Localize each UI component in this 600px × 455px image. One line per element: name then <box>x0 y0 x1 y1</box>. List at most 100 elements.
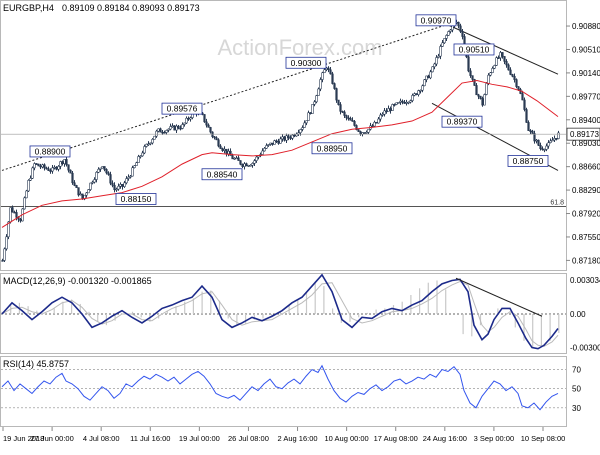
level-label-box <box>415 14 457 27</box>
level-label-box <box>29 145 71 158</box>
candle-body <box>265 145 268 149</box>
candle-body <box>491 68 494 74</box>
candle-body <box>397 102 400 104</box>
candle-body <box>145 143 148 147</box>
candle-body <box>531 130 534 134</box>
candle-body <box>47 168 50 171</box>
candle-body <box>343 111 346 116</box>
candle-body <box>139 155 142 158</box>
candle-body <box>25 190 28 199</box>
candle-body <box>181 124 184 129</box>
candle-body <box>353 121 356 126</box>
candle-body <box>391 104 394 111</box>
time-tick-label: 10 Sep 08:00 <box>521 434 566 443</box>
candle-body <box>377 118 380 124</box>
rsi-axis: 70 50 30 <box>1 366 581 413</box>
price-tick-label: 0.88290 <box>572 186 600 195</box>
candle-body <box>525 109 528 123</box>
candle-body <box>435 57 438 65</box>
candle-body <box>419 89 422 92</box>
level-label-text: 0.88950 <box>317 143 348 153</box>
candle-body <box>109 174 112 184</box>
candle-body <box>105 169 108 174</box>
candle-body <box>11 207 14 213</box>
candle-body <box>299 129 302 133</box>
price-tick-label: 0.89770 <box>572 92 600 101</box>
candle-body <box>247 165 250 167</box>
candle-body <box>301 127 304 130</box>
candle-body <box>539 145 542 150</box>
price-tick-label: 0.87550 <box>572 233 600 242</box>
candle-body <box>371 125 374 128</box>
macd-tick-label: 0.00 <box>570 310 586 319</box>
candle-body <box>405 102 408 104</box>
candle-body <box>431 66 434 73</box>
candle-body <box>439 46 442 57</box>
level-label-text: 0.88150 <box>121 194 152 204</box>
candle-body <box>205 121 208 126</box>
fib-label: 61.8 <box>550 200 564 207</box>
candle-body <box>313 101 316 105</box>
candle-body <box>65 159 68 166</box>
candle-body <box>235 157 238 160</box>
price-panel-frame <box>0 0 567 271</box>
candle-body <box>409 100 412 103</box>
candle-body <box>317 88 320 96</box>
candle-body <box>407 101 410 104</box>
candle-body <box>249 164 252 167</box>
candle-body <box>137 156 140 163</box>
candle-body <box>49 170 52 172</box>
rsi-tick-label: 50 <box>572 385 581 394</box>
candle-body <box>253 160 256 164</box>
candle-body <box>321 72 324 80</box>
candle-body <box>287 135 290 138</box>
candle-body <box>499 52 502 59</box>
candle-body <box>31 167 34 179</box>
time-tick-label: 3 Sep 00:00 <box>474 434 514 443</box>
candle-body <box>77 187 80 196</box>
candle-body <box>13 211 16 214</box>
candle-body <box>441 42 444 47</box>
price-tick-label: 0.90510 <box>572 45 600 54</box>
rsi-line <box>1 364 559 411</box>
candle-body <box>537 139 540 146</box>
rsi-layer <box>1 364 559 411</box>
candle-body <box>35 163 38 165</box>
candle-body <box>37 163 40 167</box>
candle-body <box>389 108 392 111</box>
candle-body <box>241 163 244 167</box>
candle-body <box>43 164 46 169</box>
macd-panel-frame <box>0 273 567 354</box>
candle-body <box>477 94 480 97</box>
time-tick-label: 2 Aug 16:00 <box>278 434 318 443</box>
time-tick-label: 19 Jul 00:00 <box>179 434 220 443</box>
candle-body <box>393 104 396 106</box>
level-label-box <box>453 43 495 56</box>
candle-body <box>541 148 544 151</box>
macd-layer <box>1 273 560 350</box>
candle-body <box>255 156 258 161</box>
candle-body <box>309 112 312 114</box>
candle-body <box>127 176 130 179</box>
candle-body <box>367 128 370 133</box>
candle-body <box>5 236 8 250</box>
time-tick-label: 24 Aug 16:00 <box>423 434 467 443</box>
time-tick-label: 4 Jul 08:00 <box>83 434 120 443</box>
candle-body <box>347 117 350 120</box>
price-tick-label: 0.87920 <box>572 210 600 219</box>
candle-body <box>555 138 558 140</box>
candle-body <box>81 193 84 200</box>
price-tick-label: 0.89400 <box>572 116 600 125</box>
time-tick-label: 11 Jul 16:00 <box>130 434 170 443</box>
candle-body <box>7 221 10 238</box>
candle-body <box>349 118 352 121</box>
level-label-box <box>507 155 549 167</box>
candle-body <box>293 134 296 137</box>
candle-body <box>57 166 60 170</box>
candle-body <box>291 134 294 139</box>
candle-body <box>311 104 314 114</box>
candle-body <box>185 117 188 124</box>
candle-body <box>107 172 110 175</box>
level-label-text: 0.90300 <box>291 58 322 68</box>
